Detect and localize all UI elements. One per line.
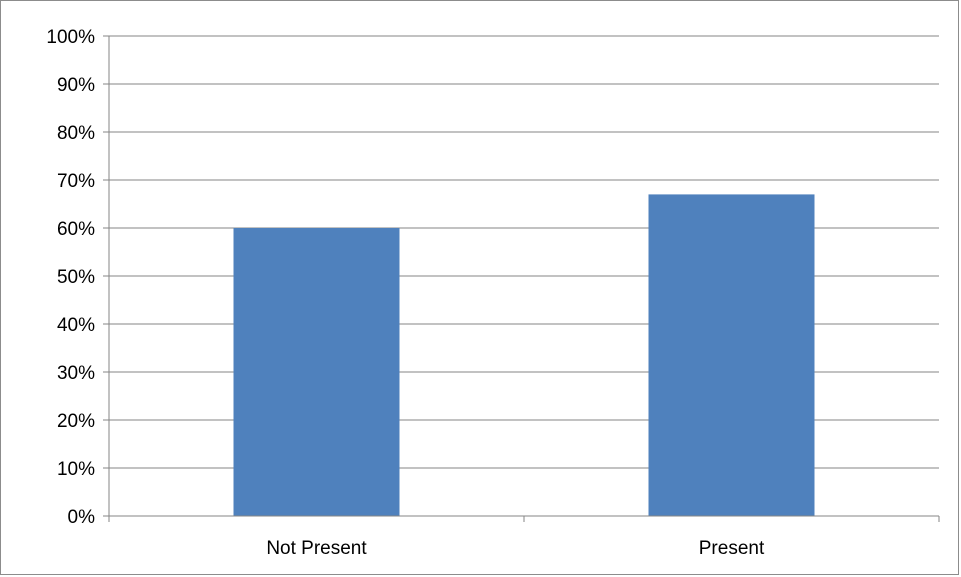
y-tick-label: 20% bbox=[57, 411, 95, 432]
y-tick-label: 0% bbox=[68, 507, 96, 528]
y-tick-label: 60% bbox=[57, 219, 95, 240]
y-tick-label: 30% bbox=[57, 363, 95, 384]
axes bbox=[103, 35, 940, 522]
x-tick-label: Present bbox=[699, 538, 765, 559]
bar-not-present bbox=[233, 228, 400, 516]
x-tick-labels: Not Present Present bbox=[266, 538, 765, 559]
bars bbox=[233, 194, 815, 516]
y-tick-label: 70% bbox=[57, 171, 95, 192]
y-tick-label: 80% bbox=[57, 123, 95, 144]
x-tick-label: Not Present bbox=[266, 538, 367, 559]
y-tick-labels: 0% 10% 20% 30% 40% 50% 60% 70% 80% 90% 100% bbox=[46, 27, 95, 528]
y-tick-label: 100% bbox=[46, 27, 95, 48]
y-tick-label: 10% bbox=[57, 459, 95, 480]
y-tick-label: 40% bbox=[57, 315, 95, 336]
y-tick-label: 90% bbox=[57, 75, 95, 96]
y-tick-label: 50% bbox=[57, 267, 95, 288]
bar-present bbox=[648, 194, 815, 516]
